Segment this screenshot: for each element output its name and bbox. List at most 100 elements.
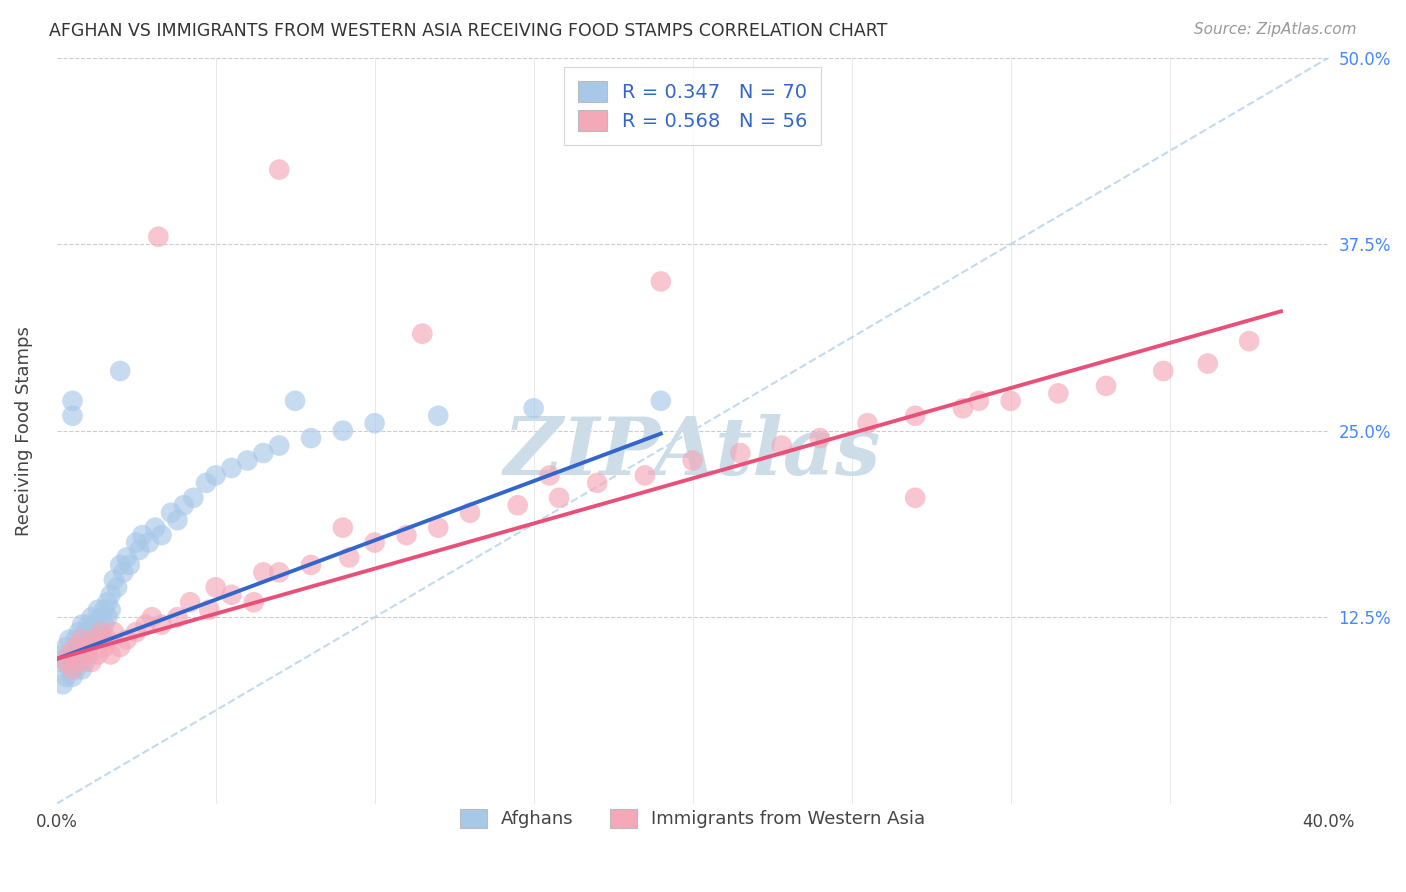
Point bbox=[55, 670, 77, 684]
Point bbox=[204, 580, 226, 594]
Point bbox=[204, 468, 226, 483]
Point bbox=[125, 625, 148, 640]
Point bbox=[87, 603, 110, 617]
Point bbox=[523, 401, 546, 416]
Point bbox=[284, 393, 307, 408]
Point bbox=[337, 550, 360, 565]
Point bbox=[166, 610, 188, 624]
Point bbox=[650, 275, 672, 289]
Point bbox=[458, 506, 481, 520]
Point bbox=[83, 632, 105, 647]
Point bbox=[150, 528, 173, 542]
Point bbox=[67, 655, 90, 669]
Point bbox=[952, 401, 974, 416]
Point bbox=[58, 648, 80, 662]
Point bbox=[135, 617, 157, 632]
Point bbox=[55, 655, 77, 669]
Point bbox=[100, 588, 122, 602]
Point bbox=[730, 446, 752, 460]
Point bbox=[770, 439, 793, 453]
Point bbox=[90, 625, 112, 640]
Point bbox=[332, 521, 354, 535]
Point bbox=[77, 640, 100, 654]
Point bbox=[183, 491, 205, 505]
Text: Source: ZipAtlas.com: Source: ZipAtlas.com bbox=[1194, 22, 1357, 37]
Point bbox=[75, 655, 97, 669]
Point bbox=[70, 632, 93, 647]
Point bbox=[967, 393, 990, 408]
Point bbox=[62, 648, 84, 662]
Point bbox=[52, 648, 75, 662]
Point bbox=[1095, 379, 1118, 393]
Point bbox=[427, 521, 450, 535]
Point bbox=[80, 610, 103, 624]
Point bbox=[103, 625, 125, 640]
Point bbox=[904, 409, 927, 423]
Point bbox=[93, 640, 115, 654]
Point bbox=[148, 229, 170, 244]
Point bbox=[52, 677, 75, 691]
Point bbox=[93, 603, 115, 617]
Point bbox=[55, 655, 77, 669]
Point bbox=[173, 498, 195, 512]
Point bbox=[427, 409, 450, 423]
Point bbox=[77, 632, 100, 647]
Point bbox=[150, 617, 173, 632]
Point bbox=[62, 655, 84, 669]
Point bbox=[70, 632, 93, 647]
Point bbox=[299, 558, 322, 572]
Point bbox=[269, 439, 291, 453]
Point bbox=[411, 326, 433, 341]
Point bbox=[62, 670, 84, 684]
Point bbox=[58, 648, 80, 662]
Point bbox=[67, 625, 90, 640]
Text: ZIPAtlas: ZIPAtlas bbox=[503, 414, 882, 491]
Point bbox=[1152, 364, 1174, 378]
Point bbox=[242, 595, 264, 609]
Point bbox=[118, 558, 141, 572]
Point bbox=[96, 632, 118, 647]
Point bbox=[160, 506, 183, 520]
Point bbox=[65, 640, 87, 654]
Point bbox=[112, 566, 135, 580]
Point bbox=[506, 498, 529, 512]
Point bbox=[363, 416, 385, 430]
Point bbox=[62, 409, 84, 423]
Point bbox=[75, 648, 97, 662]
Point bbox=[100, 603, 122, 617]
Point bbox=[1237, 334, 1260, 348]
Point bbox=[115, 550, 138, 565]
Point bbox=[58, 662, 80, 676]
Point bbox=[93, 617, 115, 632]
Point bbox=[65, 648, 87, 662]
Point bbox=[143, 521, 166, 535]
Point bbox=[221, 461, 243, 475]
Point bbox=[125, 535, 148, 549]
Point bbox=[80, 655, 103, 669]
Point bbox=[128, 543, 150, 558]
Point bbox=[332, 424, 354, 438]
Point bbox=[808, 431, 831, 445]
Point bbox=[90, 610, 112, 624]
Point bbox=[62, 393, 84, 408]
Point bbox=[650, 393, 672, 408]
Point bbox=[195, 475, 218, 490]
Point bbox=[96, 610, 118, 624]
Point bbox=[682, 453, 704, 467]
Point bbox=[299, 431, 322, 445]
Point bbox=[395, 528, 418, 542]
Point bbox=[77, 617, 100, 632]
Point bbox=[269, 162, 291, 177]
Point bbox=[131, 528, 153, 542]
Point bbox=[83, 617, 105, 632]
Point bbox=[236, 453, 259, 467]
Point bbox=[58, 632, 80, 647]
Point bbox=[110, 558, 132, 572]
Point bbox=[252, 566, 274, 580]
Point bbox=[87, 625, 110, 640]
Point bbox=[75, 640, 97, 654]
Point bbox=[1047, 386, 1070, 401]
Point bbox=[100, 648, 122, 662]
Point bbox=[49, 655, 72, 669]
Point bbox=[634, 468, 657, 483]
